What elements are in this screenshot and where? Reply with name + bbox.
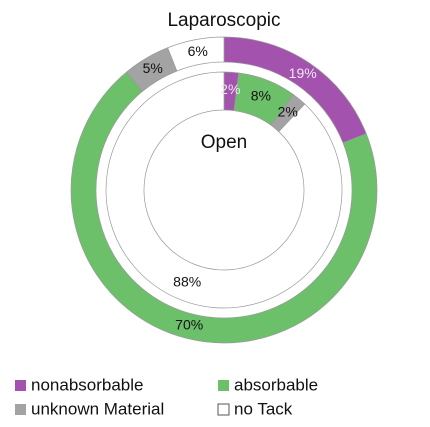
value-label: 6%	[188, 43, 208, 59]
value-label: 19%	[289, 65, 317, 81]
slice	[167, 36, 225, 72]
value-label: 70%	[175, 316, 203, 332]
legend-label: absorbable	[234, 375, 318, 394]
inner-ring-title: Open	[201, 132, 247, 153]
value-label: 2%	[278, 104, 298, 120]
value-label: 5%	[143, 60, 163, 76]
slice	[105, 71, 343, 309]
legend-swatch	[15, 404, 26, 415]
legend-label: unknown Material	[31, 399, 164, 418]
outer-ring-title: Laparoscopic	[167, 10, 280, 31]
value-label: 88%	[173, 274, 201, 290]
value-label: 8%	[251, 88, 271, 104]
value-label: 2%	[220, 81, 240, 97]
legend-label: no Tack	[234, 399, 293, 418]
slice	[70, 71, 378, 344]
legend-swatch	[217, 403, 230, 416]
slices	[70, 36, 378, 344]
legend-swatch	[15, 380, 26, 391]
legend-label: nonabsorbable	[31, 375, 143, 394]
legend-swatch	[218, 380, 229, 391]
